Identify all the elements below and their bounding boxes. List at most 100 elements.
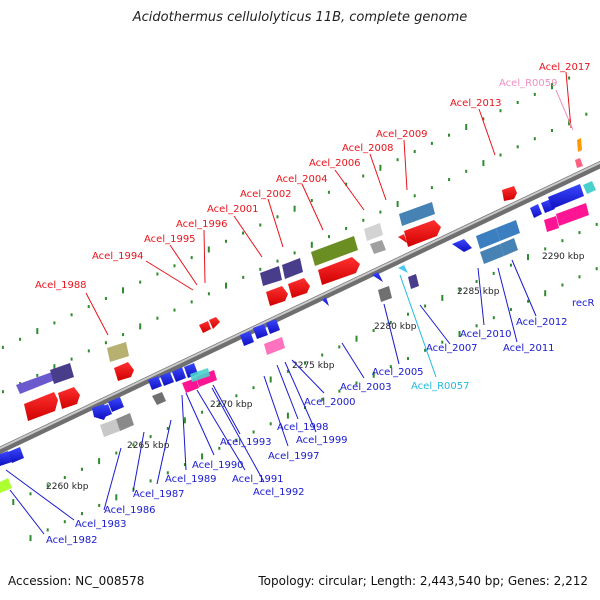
track-tick [218,446,221,450]
gene-label-acel-r0057[interactable]: Acel_R0057 [411,381,470,392]
track-tick [207,246,210,253]
gene-feature [288,278,310,298]
track-tick [104,297,107,300]
gene-feature [196,370,217,387]
gene-label-acel-1983[interactable]: Acel_1983 [75,519,127,530]
gene-label-acel-2017[interactable]: Acel_2017 [539,62,591,73]
track-tick [492,271,495,275]
leader-line [9,489,45,535]
genome-backbone [0,160,600,455]
gene-label-acel-2006[interactable]: Acel_2006 [309,158,361,169]
track-tick [441,294,444,301]
track-tick [389,320,392,324]
track-tick [482,117,485,121]
gene-label-acel-1988[interactable]: Acel_1988 [35,280,87,291]
leader-line [145,260,194,291]
track-tick [12,499,15,505]
track-tick [190,256,193,260]
gene-label-acel-2004[interactable]: Acel_2004 [276,174,328,185]
track-tick [362,174,365,178]
gene-label-acel-1998[interactable]: Acel_1998 [277,422,329,433]
gene-feature [575,158,583,168]
gene-label-acel-2002[interactable]: Acel_2002 [240,189,292,200]
leader-line [181,394,187,471]
gene-label-acel-2000[interactable]: Acel_2000 [304,397,356,408]
track-tick [46,528,49,532]
gene-label-acel-1989[interactable]: Acel_1989 [165,474,217,485]
leader-line [399,274,437,378]
gene-feature [50,363,74,384]
gene-label-acel-2010[interactable]: Acel_2010 [460,329,512,340]
leader-line [132,431,145,493]
track-tick [29,535,32,542]
track-tick [201,410,204,414]
gene-label-acel-2011[interactable]: Acel_2011 [503,343,555,354]
gene-label-acel-1994[interactable]: Acel_1994 [92,251,144,262]
track-tick [413,150,416,153]
gene-label-acel-1990[interactable]: Acel_1990 [192,460,244,471]
gene-feature [583,181,596,194]
gene-feature [190,368,210,382]
gene-feature [96,404,112,419]
track-tick [585,112,588,116]
track-tick [139,280,142,284]
track-tick [286,369,289,373]
gene-feature [199,321,211,333]
gene-feature [114,362,134,381]
gene-label-recr[interactable]: recR [572,298,595,309]
gene-label-acel-2009[interactable]: Acel_2009 [376,129,428,140]
gene-label-acel-1986[interactable]: Acel_1986 [104,505,156,516]
gene-label-acel-1995[interactable]: Acel_1995 [144,234,196,245]
leader-line [185,392,215,456]
gene-feature [116,413,134,431]
leader-line [341,342,365,379]
track-tick [327,190,330,194]
gene-label-acel-1992[interactable]: Acel_1992 [253,487,305,498]
gene-label-acel-1991[interactable]: Acel_1991 [232,474,284,485]
gene-label-acel-r0059[interactable]: Acel_R0059 [499,78,558,89]
track-tick [218,402,221,406]
reverse-strand-features [0,181,596,493]
gene-feature [108,397,124,412]
gene-label-acel-2001[interactable]: Acel_2001 [207,204,259,215]
track-tick [561,239,564,243]
gene-label-acel-1996[interactable]: Acel_1996 [176,219,228,230]
track-tick [269,376,272,383]
gene-feature [0,478,12,493]
gene-feature [100,419,120,437]
track-tick [252,386,255,390]
gene-feature [318,257,360,285]
gene-label-acel-1999[interactable]: Acel_1999 [296,435,348,446]
gene-label-acel-2008[interactable]: Acel_2008 [342,143,394,154]
scale-label: 2270 kbp [210,400,253,410]
track-tick [492,316,495,320]
gene-label-acel-1982[interactable]: Acel_1982 [46,535,98,546]
gene-label-acel-2013[interactable]: Acel_2013 [450,98,502,109]
gene-feature [8,447,24,463]
track-tick [516,145,519,149]
gene-label-acel-2005[interactable]: Acel_2005 [372,367,424,378]
gene-feature [148,376,162,390]
gene-label-acel-2003[interactable]: Acel_2003 [340,382,392,393]
gene-label-acel-1987[interactable]: Acel_1987 [133,489,185,500]
scale-label: 2275 kbp [292,361,335,371]
track-tick [551,129,553,132]
track-tick [413,194,416,198]
track-tick [345,227,348,230]
track-tick [458,331,461,337]
leader-line [565,71,572,129]
track-tick [568,76,571,80]
track-tick [63,520,66,524]
gene-label-acel-1993[interactable]: Acel_1993 [220,437,272,448]
scale-label: 2290 kbp [542,252,585,262]
track-tick [310,241,313,248]
track-tick [372,371,375,378]
track-tick [29,492,32,496]
gene-label-acel-2012[interactable]: Acel_2012 [516,317,568,328]
gene-label-acel-2007[interactable]: Acel_2007 [426,343,478,354]
gene-feature [398,265,408,273]
gene-feature [378,286,392,302]
gene-label-acel-1997[interactable]: Acel_1997 [268,451,320,462]
track-tick [259,223,262,227]
